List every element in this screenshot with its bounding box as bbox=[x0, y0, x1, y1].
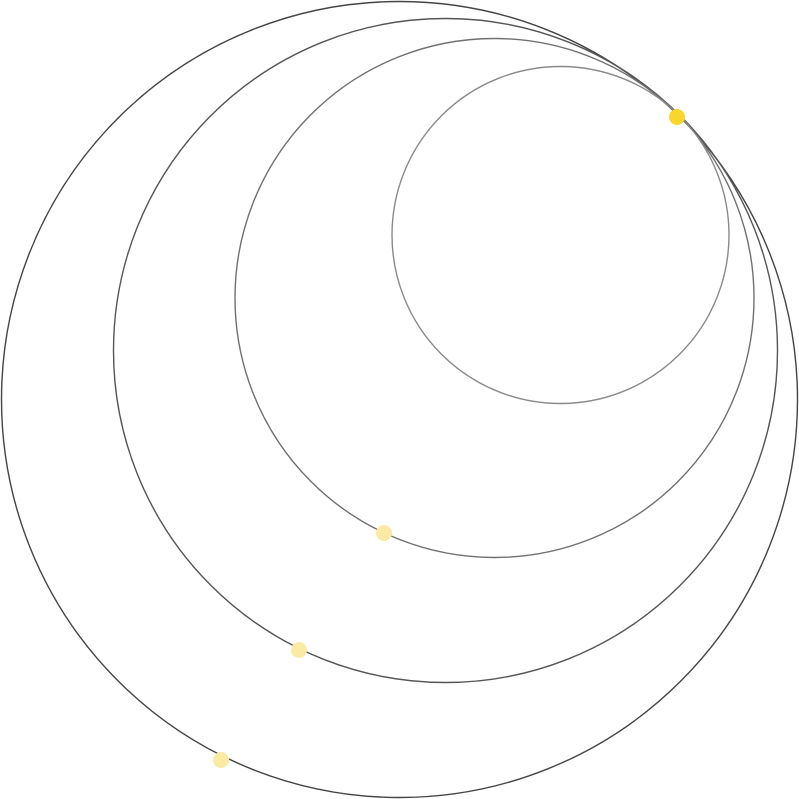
trail-marker-dot-3 bbox=[213, 752, 229, 768]
active-marker-dot bbox=[669, 109, 685, 125]
trail-marker-dot-1 bbox=[376, 525, 392, 541]
second-ring bbox=[112, 17, 779, 684]
markers-group bbox=[213, 109, 685, 768]
third-ring bbox=[234, 37, 755, 559]
trail-marker-dot-2 bbox=[291, 642, 307, 658]
inner-ring bbox=[391, 65, 730, 405]
